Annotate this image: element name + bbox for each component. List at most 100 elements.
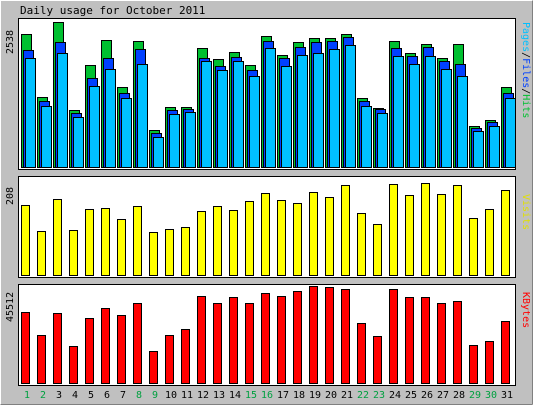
bar-kbytes-day-23 xyxy=(373,336,382,384)
bar-pages-day-19 xyxy=(313,53,324,168)
bar-pages-day-30 xyxy=(489,126,500,168)
bar-kbytes-day-19 xyxy=(309,286,318,384)
x-label-day-21: 21 xyxy=(341,390,353,401)
bar-kbytes-day-10 xyxy=(165,335,174,384)
bar-kbytes-day-8 xyxy=(133,303,142,384)
bar-visits-day-16 xyxy=(261,193,270,276)
bar-pages-day-20 xyxy=(329,49,340,168)
x-label-day-12: 12 xyxy=(197,390,209,401)
bar-visits-day-12 xyxy=(197,211,206,276)
bar-kbytes-day-28 xyxy=(453,301,462,384)
bar-visits-day-15 xyxy=(245,201,254,276)
x-label-day-18: 18 xyxy=(293,390,305,401)
x-label-day-27: 27 xyxy=(437,390,449,401)
legend-sep-1: / xyxy=(520,52,531,58)
bar-kbytes-day-17 xyxy=(277,296,286,384)
x-label-day-26: 26 xyxy=(421,390,433,401)
legend-files: Files xyxy=(520,58,531,88)
legend-kbytes: KBytes xyxy=(520,292,531,328)
bar-kbytes-day-22 xyxy=(357,323,366,384)
bar-visits-day-30 xyxy=(485,209,494,276)
x-label-day-23: 23 xyxy=(373,390,385,401)
bar-kbytes-day-14 xyxy=(229,297,238,384)
x-label-day-11: 11 xyxy=(181,390,193,401)
bar-kbytes-day-31 xyxy=(501,321,510,384)
bar-visits-day-11 xyxy=(181,227,190,276)
hits-ymax-label: 2538 xyxy=(5,30,16,54)
bar-visits-day-31 xyxy=(501,190,510,276)
bar-kbytes-day-1 xyxy=(21,312,30,384)
bar-kbytes-day-6 xyxy=(101,308,110,384)
bar-pages-day-15 xyxy=(249,76,260,168)
bar-visits-day-26 xyxy=(421,183,430,276)
bar-pages-day-25 xyxy=(409,64,420,168)
x-label-day-10: 10 xyxy=(165,390,177,401)
x-label-day-2: 2 xyxy=(40,390,46,401)
bar-kbytes-day-12 xyxy=(197,296,206,384)
x-label-day-7: 7 xyxy=(120,390,126,401)
x-label-day-4: 4 xyxy=(72,390,78,401)
x-label-day-29: 29 xyxy=(469,390,481,401)
bar-visits-day-8 xyxy=(133,206,142,276)
bar-pages-day-1 xyxy=(25,58,36,168)
bar-kbytes-day-30 xyxy=(485,341,494,384)
kbytes-ymax-label: 45512 xyxy=(5,292,16,322)
bar-pages-day-18 xyxy=(297,55,308,168)
bar-pages-day-23 xyxy=(377,113,388,168)
x-label-day-24: 24 xyxy=(389,390,401,401)
hits-legend: Pages/Files/Hits xyxy=(520,22,531,118)
bar-pages-day-26 xyxy=(425,56,436,168)
bar-pages-day-2 xyxy=(41,106,52,168)
x-label-day-28: 28 xyxy=(453,390,465,401)
bar-visits-day-10 xyxy=(165,229,174,276)
bar-kbytes-day-4 xyxy=(69,346,78,384)
bar-kbytes-day-29 xyxy=(469,345,478,384)
bar-pages-day-10 xyxy=(169,114,180,168)
bar-kbytes-day-11 xyxy=(181,329,190,384)
bar-visits-day-2 xyxy=(37,231,46,276)
x-label-day-16: 16 xyxy=(261,390,273,401)
bar-pages-day-14 xyxy=(233,61,244,168)
bar-visits-day-29 xyxy=(469,218,478,276)
bar-visits-day-25 xyxy=(405,195,414,276)
legend-pages: Pages xyxy=(520,22,531,52)
bar-pages-day-11 xyxy=(185,112,196,168)
bar-pages-day-12 xyxy=(201,61,212,168)
bar-kbytes-day-25 xyxy=(405,297,414,384)
bar-kbytes-day-18 xyxy=(293,291,302,384)
bar-visits-day-9 xyxy=(149,232,158,276)
bar-visits-day-22 xyxy=(357,213,366,276)
bar-pages-day-7 xyxy=(121,98,132,168)
bar-kbytes-day-26 xyxy=(421,297,430,384)
x-label-day-9: 9 xyxy=(152,390,158,401)
x-label-day-13: 13 xyxy=(213,390,225,401)
bar-kbytes-day-3 xyxy=(53,313,62,384)
bar-visits-day-27 xyxy=(437,194,446,276)
bar-visits-day-5 xyxy=(85,209,94,276)
bar-kbytes-day-27 xyxy=(437,303,446,384)
bar-kbytes-day-5 xyxy=(85,318,94,384)
bar-kbytes-day-9 xyxy=(149,351,158,384)
bar-visits-day-21 xyxy=(341,185,350,276)
bar-visits-day-6 xyxy=(101,208,110,276)
bar-pages-day-31 xyxy=(505,98,516,168)
x-label-day-5: 5 xyxy=(88,390,94,401)
bar-pages-day-24 xyxy=(393,56,404,168)
legend-hits: Hits xyxy=(520,94,531,118)
bar-visits-day-13 xyxy=(213,206,222,276)
x-label-day-3: 3 xyxy=(56,390,62,401)
bar-pages-day-6 xyxy=(105,69,116,168)
bar-pages-day-29 xyxy=(473,131,484,168)
x-label-day-31: 31 xyxy=(501,390,513,401)
bar-visits-day-4 xyxy=(69,230,78,276)
bar-kbytes-day-13 xyxy=(213,303,222,384)
visits-ymax-label: 208 xyxy=(5,187,16,205)
bar-visits-day-7 xyxy=(117,219,126,276)
x-label-day-1: 1 xyxy=(24,390,30,401)
bar-pages-day-27 xyxy=(441,69,452,168)
bar-pages-day-21 xyxy=(345,45,356,168)
bar-pages-day-5 xyxy=(89,86,100,168)
bar-visits-day-17 xyxy=(277,200,286,276)
